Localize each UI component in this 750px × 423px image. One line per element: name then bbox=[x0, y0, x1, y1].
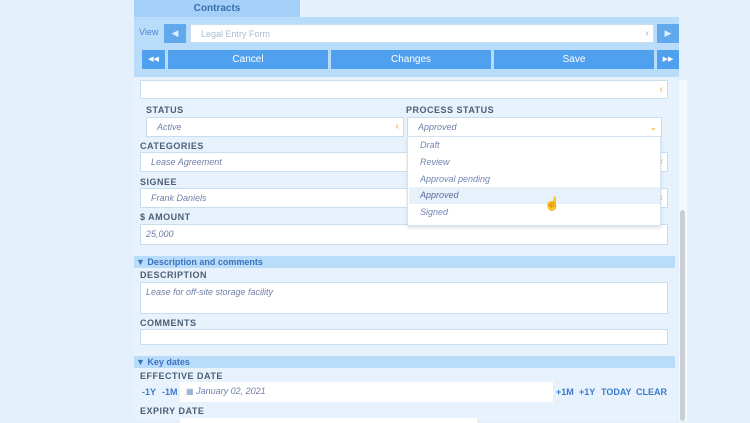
chevron-left-icon: ‹ bbox=[645, 28, 649, 39]
view-select[interactable]: Legal Entry Form ‹ bbox=[190, 24, 654, 43]
process-status-label: PROCESS STATUS bbox=[406, 105, 495, 115]
description-value: Lease for off-site storage facility bbox=[146, 287, 274, 297]
save-button[interactable]: Save bbox=[494, 50, 654, 69]
tab-contracts[interactable]: Contracts bbox=[134, 0, 300, 17]
last-record-button[interactable]: ▶▶ bbox=[657, 50, 679, 69]
option-draft[interactable]: Draft bbox=[420, 140, 440, 150]
top-field[interactable]: ‹ bbox=[140, 80, 668, 99]
option-approved[interactable]: Approved bbox=[409, 187, 660, 204]
effective-date-label: EFFECTIVE DATE bbox=[140, 371, 223, 381]
status-select[interactable]: Active ‹ bbox=[146, 117, 404, 137]
categories-label: CATEGORIES bbox=[140, 141, 204, 151]
next-view-button[interactable]: ▶ bbox=[657, 24, 679, 43]
status-label: STATUS bbox=[146, 105, 184, 115]
description-textarea[interactable]: Lease for off-site storage facility bbox=[140, 282, 668, 314]
view-value: Legal Entry Form bbox=[201, 29, 271, 39]
chevron-left-icon: ‹ bbox=[659, 156, 663, 167]
chevron-left-icon: ‹ bbox=[659, 84, 663, 95]
prev-view-button[interactable]: ◀ bbox=[164, 24, 186, 43]
process-status-select[interactable]: Approved ⌄ bbox=[407, 117, 662, 137]
effective-date-input[interactable]: ▦ January 02, 2021 bbox=[180, 382, 553, 402]
chevron-left-icon: ‹ bbox=[659, 192, 663, 203]
comments-input[interactable] bbox=[140, 329, 668, 345]
comments-label: COMMENTS bbox=[140, 318, 197, 328]
option-review[interactable]: Review bbox=[420, 157, 450, 167]
section-key-dates[interactable]: ▼ Key dates bbox=[134, 356, 675, 368]
plus-year-button[interactable]: +1Y bbox=[579, 387, 596, 397]
amount-label: $ AMOUNT bbox=[140, 212, 191, 222]
changes-button[interactable]: Changes bbox=[331, 50, 491, 69]
view-label: View bbox=[139, 27, 159, 37]
plus-month-button[interactable]: +1M bbox=[556, 387, 574, 397]
categories-value: Lease Agreement bbox=[151, 157, 222, 167]
description-label: DESCRIPTION bbox=[140, 270, 208, 280]
clear-button[interactable]: CLEAR bbox=[636, 387, 667, 397]
chevron-left-icon: ‹ bbox=[395, 121, 399, 132]
scrollbar-thumb[interactable] bbox=[680, 210, 685, 421]
expiry-date-label: EXPIRY DATE bbox=[140, 406, 205, 416]
process-status-value: Approved bbox=[418, 122, 457, 132]
process-status-dropdown: Draft Review Approval pending Approved S… bbox=[407, 136, 661, 226]
effective-date-value: January 02, 2021 bbox=[196, 386, 266, 396]
calendar-icon: ▦ bbox=[186, 387, 194, 396]
amount-value: 25,000 bbox=[146, 229, 174, 239]
today-button[interactable]: TODAY bbox=[601, 387, 632, 397]
option-signed[interactable]: Signed bbox=[420, 207, 449, 217]
hand-cursor-icon: ☝ bbox=[544, 196, 561, 211]
signee-label: SIGNEE bbox=[140, 177, 178, 187]
signee-value: Frank Daniels bbox=[151, 193, 207, 203]
minus-month-button[interactable]: -1M bbox=[162, 387, 178, 397]
option-approval-pending[interactable]: Approval pending bbox=[420, 174, 491, 184]
cancel-button[interactable]: Cancel bbox=[168, 50, 328, 69]
minus-year-button[interactable]: -1Y bbox=[142, 387, 157, 397]
amount-input[interactable]: 25,000 bbox=[140, 224, 668, 245]
chevron-down-icon: ⌄ bbox=[649, 122, 657, 132]
section-description-comments[interactable]: ▼ Description and comments bbox=[134, 256, 675, 268]
first-record-button[interactable]: ◀◀ bbox=[142, 50, 165, 69]
status-value: Active bbox=[157, 122, 182, 132]
